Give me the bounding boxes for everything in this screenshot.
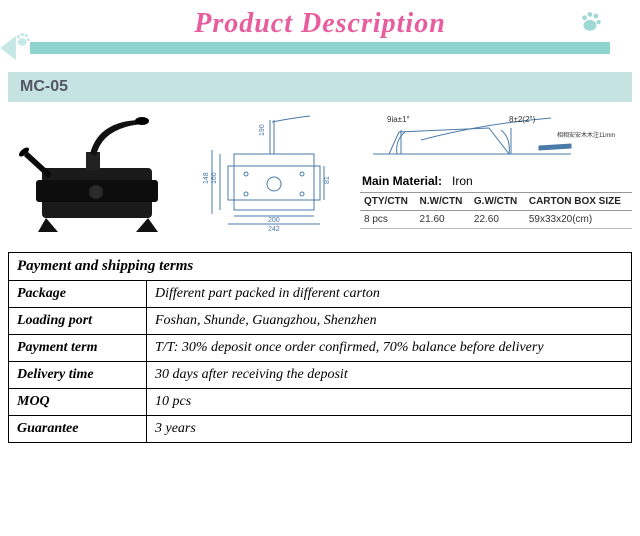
table-row: MOQ10 pcs — [9, 389, 632, 416]
term-label: MOQ — [9, 389, 147, 416]
header: Product Description — [0, 0, 640, 60]
spec-cell: 59x33x20(cm) — [525, 211, 632, 229]
spec-header: N.W/CTN — [416, 193, 470, 211]
spec-cell: 22.60 — [470, 211, 525, 229]
term-value: 3 years — [147, 416, 632, 443]
term-label: Delivery time — [9, 362, 147, 389]
technical-drawing-side: 9ia±1° 8±2(2°) 相相安安木木注11mm — [360, 110, 632, 170]
dim-h3: 190 — [259, 124, 266, 136]
angle-2: 8±2(2°) — [509, 115, 536, 124]
table-row: Payment termT/T: 30% deposit once order … — [9, 335, 632, 362]
ribbon-bar — [30, 42, 610, 54]
tech-note: 相相安安木木注11mm — [557, 131, 615, 139]
material-value: Iron — [452, 174, 473, 188]
spec-header: G.W/CTN — [470, 193, 525, 211]
term-label: Guarantee — [9, 416, 147, 443]
table-row: Delivery time30 days after receiving the… — [9, 362, 632, 389]
spec-header: QTY/CTN — [360, 193, 416, 211]
material-line: Main Material: Iron — [362, 174, 632, 188]
spec-table: QTY/CTN N.W/CTN G.W/CTN CARTON BOX SIZE … — [360, 192, 632, 229]
material-label: Main Material: — [362, 174, 442, 188]
terms-table: Payment and shipping terms PackageDiffer… — [8, 252, 632, 443]
table-row: Loading portFoshan, Shunde, Guangzhou, S… — [9, 308, 632, 335]
term-label: Payment term — [9, 335, 147, 362]
dim-h2: 148 — [203, 172, 210, 184]
term-value: T/T: 30% deposit once order confirmed, 7… — [147, 335, 632, 362]
page-title: Product Description — [0, 0, 640, 40]
product-area: 200 242 160 148 190 81 9ia±1° — [0, 102, 640, 246]
dim-w1: 200 — [268, 217, 280, 224]
spec-cell: 8 pcs — [360, 211, 416, 229]
paw-icon — [578, 8, 604, 41]
dim-inner: 81 — [324, 176, 331, 184]
product-photo — [8, 110, 194, 240]
product-code-band: MC-05 — [8, 72, 632, 102]
term-value: 10 pcs — [147, 389, 632, 416]
table-row: Guarantee3 years — [9, 416, 632, 443]
term-label: Package — [9, 281, 147, 308]
right-column: 9ia±1° 8±2(2°) 相相安安木木注11mm Main Material… — [360, 110, 632, 240]
technical-drawing-front: 200 242 160 148 190 81 — [202, 110, 352, 240]
dim-w2: 242 — [268, 226, 280, 233]
spec-cell: 21.60 — [416, 211, 470, 229]
angle-1: 9ia±1° — [387, 115, 410, 124]
product-code: MC-05 — [20, 78, 68, 95]
spec-row: 8 pcs 21.60 22.60 59x33x20(cm) — [360, 211, 632, 229]
table-row: PackageDifferent part packed in differen… — [9, 281, 632, 308]
term-value: Different part packed in different carto… — [147, 281, 632, 308]
terms-header: Payment and shipping terms — [9, 253, 632, 281]
term-value: 30 days after receiving the deposit — [147, 362, 632, 389]
spec-header: CARTON BOX SIZE — [525, 193, 632, 211]
term-label: Loading port — [9, 308, 147, 335]
term-value: Foshan, Shunde, Guangzhou, Shenzhen — [147, 308, 632, 335]
dim-h1: 160 — [211, 172, 218, 184]
paw-icon — [14, 30, 32, 53]
